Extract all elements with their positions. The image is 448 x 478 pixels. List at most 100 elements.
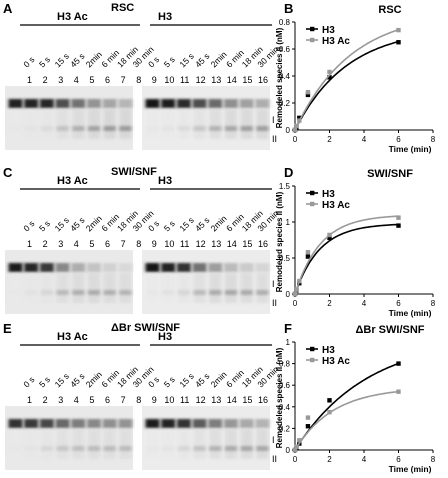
legend-entry: H3 — [322, 345, 335, 356]
lane-number: 11 — [180, 395, 189, 405]
x-tick-label: 8 — [431, 299, 436, 308]
y-tick-label: 0.8 — [279, 360, 291, 369]
data-point-h3ac — [292, 127, 298, 133]
lane-number: 11 — [180, 239, 189, 249]
lane-number: 1 — [27, 75, 32, 85]
lane-number: 15 — [242, 239, 252, 249]
time-label: 2min — [209, 49, 229, 69]
gel-band-II — [119, 446, 132, 451]
x-axis-label: Time (min) — [389, 464, 432, 474]
gel-band-II — [240, 126, 253, 131]
data-point-h3ac — [305, 90, 311, 95]
gel-band-II — [40, 126, 53, 131]
lane-number: 6 — [105, 75, 110, 85]
fit-curve-h3ac — [294, 390, 399, 451]
gel-band-II — [162, 126, 175, 131]
time-label: 45 s — [68, 371, 86, 389]
fit-curve-h3ac — [294, 215, 399, 295]
y-tick-label: 0.5 — [279, 254, 291, 263]
gel-enzyme-title: RSC — [111, 2, 134, 14]
gel-smear — [225, 273, 237, 303]
gel-band-II — [225, 446, 237, 451]
time-label: 45 s — [193, 51, 211, 69]
fit-curve-h3 — [294, 40, 399, 131]
gel-smear — [56, 273, 69, 303]
gel-band-II — [103, 290, 116, 295]
gel-smear — [119, 273, 132, 303]
gel-band-I — [208, 419, 223, 428]
y-tick-label: 0.8 — [279, 18, 291, 27]
gel-band-I — [39, 263, 54, 272]
time-label: 45 s — [68, 215, 86, 233]
data-point-h3 — [327, 75, 332, 80]
time-label: 15 s — [177, 371, 195, 389]
gel-band-I — [255, 99, 270, 108]
lane-number: 10 — [164, 75, 174, 85]
lane-number: 12 — [196, 395, 206, 405]
lane-number: 16 — [258, 239, 268, 249]
gel-band-II — [88, 446, 100, 451]
gel-smear — [25, 429, 38, 459]
panel-letter: A — [3, 1, 13, 16]
lane-number: 8 — [136, 239, 141, 249]
band-label-II: II — [272, 298, 277, 308]
gel-band-I — [87, 263, 101, 272]
band-label-I: I — [272, 279, 275, 289]
gel-smear — [88, 273, 100, 303]
gel-smear — [103, 429, 116, 459]
lane-number: 3 — [58, 75, 63, 85]
gel-band-II — [162, 446, 175, 451]
gel-band-I — [161, 263, 176, 272]
gel-smear — [225, 429, 237, 459]
y-tick-label: 0 — [286, 290, 291, 299]
gel-band-II — [72, 126, 85, 131]
gel-band-I — [176, 99, 191, 108]
gel-band-II — [9, 290, 22, 295]
gel-band-II — [40, 446, 53, 451]
band-label-I: I — [272, 435, 275, 445]
y-tick-label: 0.2 — [279, 99, 291, 108]
lane-number: 7 — [121, 75, 126, 85]
x-tick-label: 2 — [327, 455, 332, 464]
lane-number: 7 — [121, 395, 126, 405]
lane-number: 2 — [43, 395, 48, 405]
time-label: 45 s — [68, 51, 86, 69]
data-point-h3 — [396, 40, 401, 45]
gel-smear — [119, 429, 132, 459]
chart-panel-d: D SWI/SNF 0 2 4 6 8 0 0.5 1 1.5 Time (min) Remodeled… — [275, 165, 436, 318]
y-axis-label: Remodeled species II (nM) — [275, 27, 284, 128]
gel-smear — [256, 273, 269, 303]
gel-band-II — [177, 126, 190, 131]
gel-band-I — [102, 263, 117, 272]
time-label: 2min — [209, 369, 229, 389]
fit-curve-h3 — [294, 223, 399, 295]
gel-band-I — [87, 419, 101, 428]
gel-band-I — [118, 419, 133, 428]
gel-smear — [72, 273, 85, 303]
gel-band-II — [9, 126, 22, 131]
data-point-h3 — [305, 424, 311, 429]
data-point-h3ac — [327, 232, 332, 238]
gel-band-II — [88, 290, 100, 295]
gel-smear — [193, 109, 206, 139]
gel-smear — [177, 429, 190, 459]
gel-band-II — [177, 446, 190, 451]
lane-number: 5 — [89, 75, 94, 85]
legend-entry: H3 — [322, 25, 335, 36]
fit-curve-h3ac — [294, 28, 399, 131]
y-tick-label: 0.6 — [279, 45, 291, 54]
lane-number: 8 — [136, 75, 141, 85]
gel-smear — [240, 429, 253, 459]
gel-smear — [88, 429, 100, 459]
gel-smear — [193, 273, 206, 303]
x-axis-label: Time (min) — [389, 308, 432, 318]
y-tick-label: 0 — [286, 446, 291, 455]
gel-band-I — [87, 99, 101, 108]
data-point-h3ac — [294, 287, 299, 292]
time-label: 45 s — [193, 215, 211, 233]
gel-band-II — [193, 126, 206, 131]
gel-band-II — [56, 126, 69, 131]
x-axis-label: Time (min) — [389, 144, 432, 154]
y-axis-label: Remodeled species II (nM) — [275, 347, 284, 448]
